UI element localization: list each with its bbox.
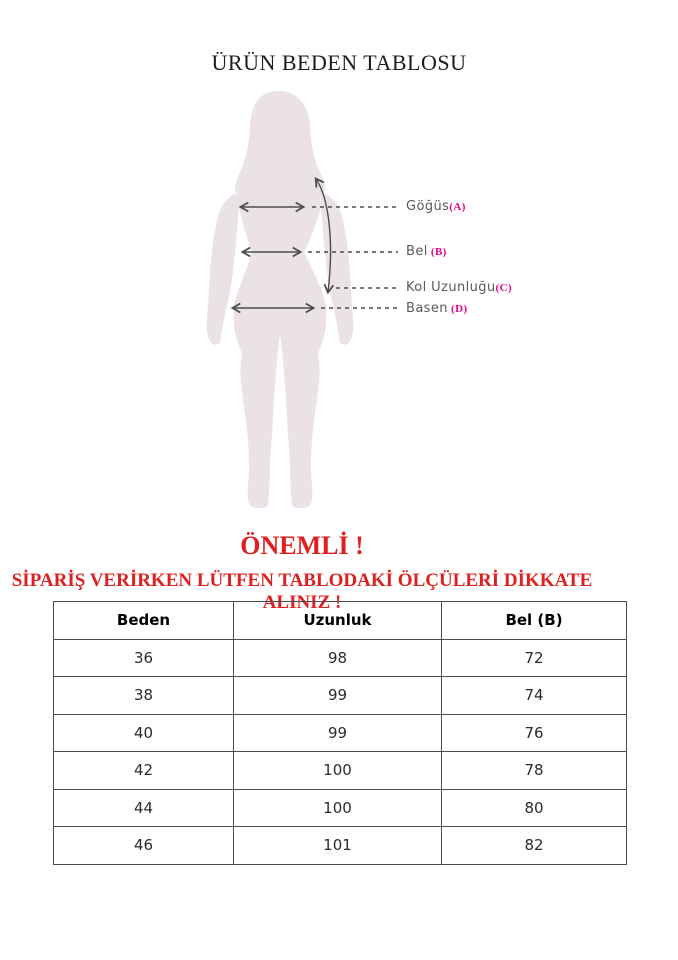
waist-label-code: (B) (427, 246, 447, 258)
waist-label-text: Bel (406, 244, 428, 259)
table-cell: 46 (53, 826, 234, 865)
table-cell: 82 (441, 826, 627, 865)
hip-label: Basen (D) (406, 302, 468, 316)
hip-label-text: Basen (406, 301, 448, 316)
table-cell: 42 (53, 751, 234, 790)
table-cell: 74 (441, 676, 627, 715)
size-table: Beden Uzunluk Bel (B) 36 98 72 38 99 74 40 99 76… (53, 601, 627, 865)
body-measurement-diagram (206, 91, 398, 509)
waist-label: Bel (B) (406, 245, 447, 259)
arm-length-label-text: Kol Uzunluğu (406, 280, 496, 295)
table-cell: 72 (441, 638, 627, 677)
table-cell: 38 (53, 676, 234, 715)
table-cell: 99 (233, 676, 442, 715)
table-row: 44 100 80 (53, 788, 627, 827)
arm-length-label: Kol Uzunluğu(C) (406, 281, 512, 295)
table-row: 46 101 82 (53, 826, 627, 865)
warning-heading: ÖNEMLİ ! (240, 531, 364, 560)
table-cell: 36 (53, 638, 234, 677)
table-cell: 44 (53, 788, 234, 827)
table-cell: 78 (441, 751, 627, 790)
table-cell: 100 (233, 751, 442, 790)
table-row: 42 100 78 (53, 751, 627, 790)
chest-label: Göğüs(A) (406, 200, 466, 214)
page-title: ÜRÜN BEDEN TABLOSU (211, 50, 467, 75)
table-cell: 100 (233, 788, 442, 827)
header-uzunluk: Uzunluk (233, 601, 442, 640)
table-cell: 98 (233, 638, 442, 677)
table-cell: 76 (441, 713, 627, 752)
chest-label-code: (A) (449, 201, 466, 213)
arm-length-measure-arrow (314, 177, 335, 295)
table-cell: 101 (233, 826, 442, 865)
table-row: 38 99 74 (53, 676, 627, 715)
hip-label-code: (D) (447, 303, 468, 315)
header-bel: Bel (B) (441, 601, 627, 640)
chest-label-text: Göğüs (406, 199, 450, 214)
table-cell: 99 (233, 713, 442, 752)
arm-length-label-code: (C) (495, 282, 513, 294)
table-cell: 40 (53, 713, 234, 752)
female-silhouette (206, 91, 354, 509)
header-beden: Beden (53, 601, 234, 640)
table-cell: 80 (441, 788, 627, 827)
size-table-header-row: Beden Uzunluk Bel (B) (53, 601, 627, 640)
size-table-body: 36 98 72 38 99 74 40 99 76 42 100 78 44 100 80 46 101 82 (53, 638, 627, 865)
table-row: 36 98 72 (53, 638, 627, 677)
table-row: 40 99 76 (53, 713, 627, 752)
